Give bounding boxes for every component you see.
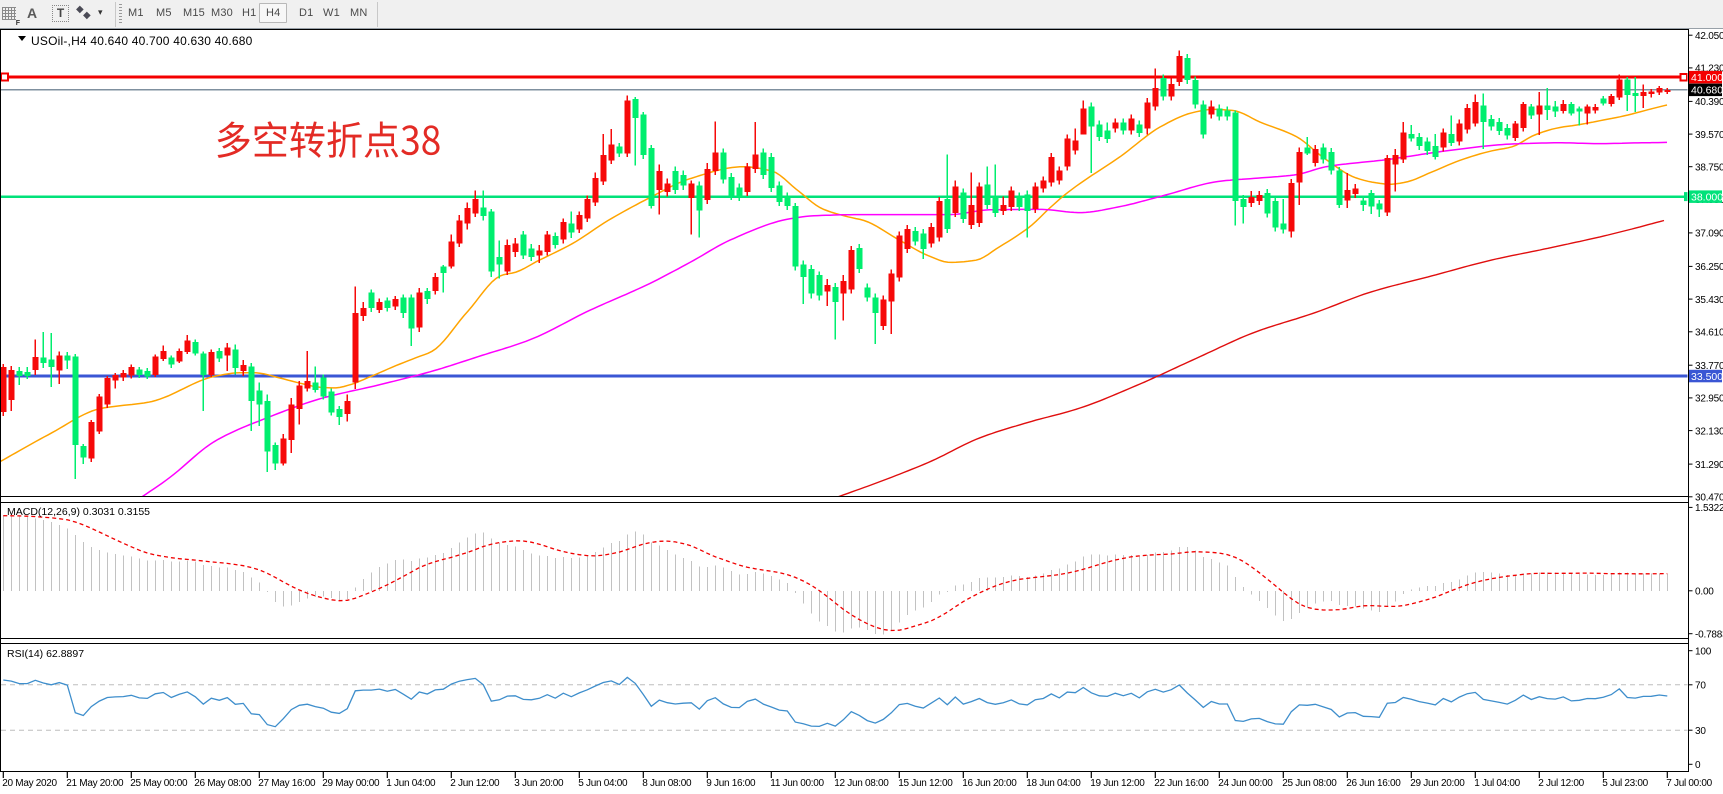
svg-text:26 Jun 16:00: 26 Jun 16:00: [1346, 778, 1401, 789]
svg-text:41.000: 41.000: [1691, 72, 1723, 84]
svg-text:11 Jun 00:00: 11 Jun 00:00: [770, 778, 824, 789]
svg-text:33.500: 33.500: [1691, 371, 1723, 383]
svg-text:26 May 08:00: 26 May 08:00: [194, 778, 252, 789]
svg-text:16 Jun 20:00: 16 Jun 20:00: [962, 778, 1017, 789]
svg-text:30.470: 30.470: [1695, 493, 1723, 504]
svg-text:1.5322: 1.5322: [1695, 503, 1723, 514]
svg-text:7 Jul 00:00: 7 Jul 00:00: [1666, 778, 1712, 789]
svg-text:5 Jul 23:00: 5 Jul 23:00: [1602, 778, 1648, 789]
svg-text:20 May 2020: 20 May 2020: [2, 778, 57, 789]
svg-text:19 Jun 12:00: 19 Jun 12:00: [1090, 778, 1145, 789]
svg-text:38.750: 38.750: [1695, 162, 1723, 173]
svg-text:21 May 20:00: 21 May 20:00: [66, 778, 124, 789]
svg-text:40.680: 40.680: [1691, 85, 1723, 97]
svg-text:MACD(12,26,9) 0.3031 0.3155: MACD(12,26,9) 0.3031 0.3155: [7, 506, 150, 518]
svg-text:2 Jul 12:00: 2 Jul 12:00: [1538, 778, 1584, 789]
svg-text:39.570: 39.570: [1695, 130, 1723, 141]
svg-text:18 Jun 04:00: 18 Jun 04:00: [1026, 778, 1081, 789]
svg-text:37.090: 37.090: [1695, 229, 1723, 240]
svg-text:3 Jun 20:00: 3 Jun 20:00: [514, 778, 564, 789]
svg-text:24 Jun 00:00: 24 Jun 00:00: [1218, 778, 1273, 789]
svg-text:1 Jun 04:00: 1 Jun 04:00: [386, 778, 436, 789]
svg-text:42.050: 42.050: [1695, 31, 1723, 42]
svg-text:30: 30: [1695, 726, 1706, 737]
svg-text:9 Jun 16:00: 9 Jun 16:00: [706, 778, 756, 789]
svg-text:USOil-,H4 40.640 40.700 40.63: USOil-,H4 40.640 40.700 40.630 40.680: [31, 34, 253, 48]
svg-text:100: 100: [1695, 646, 1712, 657]
svg-text:-0.7883: -0.7883: [1695, 629, 1723, 640]
svg-text:25 Jun 08:00: 25 Jun 08:00: [1282, 778, 1337, 789]
svg-text:41.230: 41.230: [1695, 64, 1723, 75]
svg-text:33.770: 33.770: [1695, 361, 1723, 372]
svg-text:31.290: 31.290: [1695, 460, 1723, 471]
svg-text:25 May 00:00: 25 May 00:00: [130, 778, 188, 789]
svg-text:70: 70: [1695, 681, 1706, 692]
svg-text:8 Jun 08:00: 8 Jun 08:00: [642, 778, 692, 789]
svg-text:22 Jun 16:00: 22 Jun 16:00: [1154, 778, 1209, 789]
svg-text:27 May 16:00: 27 May 16:00: [258, 778, 316, 789]
svg-text:36.250: 36.250: [1695, 262, 1723, 273]
svg-text:0.00: 0.00: [1695, 587, 1714, 598]
svg-text:0: 0: [1695, 760, 1701, 771]
svg-text:29 May 00:00: 29 May 00:00: [322, 778, 380, 789]
svg-text:RSI(14) 62.8897: RSI(14) 62.8897: [7, 648, 84, 660]
svg-text:29 Jun 20:00: 29 Jun 20:00: [1410, 778, 1465, 789]
svg-text:15 Jun 12:00: 15 Jun 12:00: [898, 778, 953, 789]
svg-text:5 Jun 04:00: 5 Jun 04:00: [578, 778, 628, 789]
svg-text:2 Jun 12:00: 2 Jun 12:00: [450, 778, 500, 789]
svg-text:40.390: 40.390: [1695, 97, 1723, 108]
svg-text:34.610: 34.610: [1695, 328, 1723, 339]
svg-text:1 Jul 04:00: 1 Jul 04:00: [1474, 778, 1520, 789]
svg-text:32.130: 32.130: [1695, 426, 1723, 437]
svg-text:35.430: 35.430: [1695, 295, 1723, 306]
svg-text:32.950: 32.950: [1695, 394, 1723, 405]
svg-text:38.000: 38.000: [1691, 192, 1723, 204]
svg-text:12 Jun 08:00: 12 Jun 08:00: [834, 778, 889, 789]
